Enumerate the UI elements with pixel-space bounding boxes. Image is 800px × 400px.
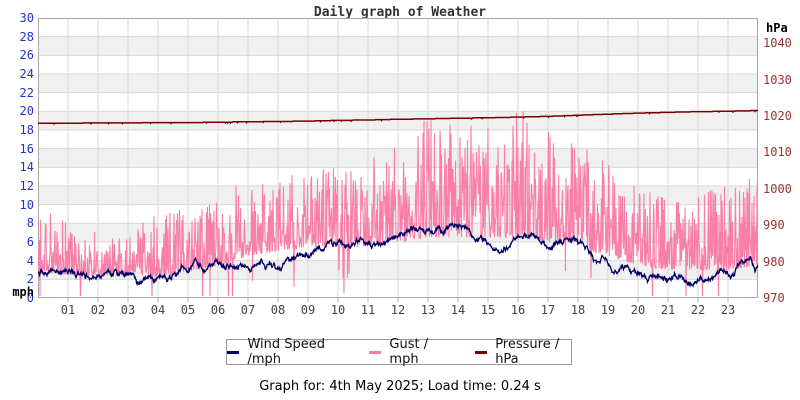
- legend-label-wind: Wind Speed /mph: [247, 337, 325, 367]
- y-left-tick-label: 26: [19, 48, 34, 62]
- x-axis-tick-label: 04: [150, 303, 166, 317]
- x-axis-tick-label: 07: [240, 303, 256, 317]
- y-left-tick-label: 28: [19, 30, 34, 44]
- y-left-tick-label: 6: [26, 235, 34, 249]
- y-left-tick-label: 22: [19, 86, 34, 100]
- y-left-tick-label: 10: [19, 198, 34, 212]
- y-right-tick-label: 1020: [763, 109, 792, 123]
- y-left-tick-label: 30: [19, 11, 34, 25]
- chart-legend: Wind Speed /mph Gust / mph Pressure / hP…: [226, 337, 572, 367]
- x-axis-tick-label: 01: [60, 303, 76, 317]
- y-right-tick-label: 1000: [763, 182, 792, 196]
- y-right-tick-label: 1010: [763, 145, 792, 159]
- y-left-tick-label: 8: [26, 216, 34, 230]
- legend-label-pressure: Pressure / hPa: [495, 337, 560, 367]
- x-axis-tick-label: 21: [660, 303, 676, 317]
- x-axis-tick-label: 06: [210, 303, 226, 317]
- y-left-tick-label: 12: [19, 179, 34, 193]
- x-axis-tick-label: 19: [600, 303, 616, 317]
- y-right-tick-label: 1030: [763, 73, 792, 87]
- y-left-tick-label: 4: [26, 254, 34, 268]
- x-axis-tick-label: 08: [270, 303, 286, 317]
- y-left-tick-label: 2: [26, 272, 34, 286]
- y-left-tick-label: 0: [26, 291, 34, 305]
- x-axis-tick-label: 02: [90, 303, 106, 317]
- x-axis-tick-label: 13: [420, 303, 436, 317]
- y-left-tick-label: 24: [19, 67, 34, 81]
- y-left-tick-label: 18: [19, 123, 34, 137]
- legend-item-wind: Wind Speed /mph: [227, 337, 343, 367]
- x-axis-tick-label: 05: [180, 303, 196, 317]
- y-right-tick-label: 1040: [763, 36, 792, 50]
- y-right-tick-label: 990: [763, 218, 785, 232]
- gust-line-swatch: [369, 350, 382, 354]
- y-right-tick-label: 970: [763, 291, 785, 305]
- chart-title: Daily graph of Weather: [313, 5, 487, 20]
- x-axis-tick-label: 15: [480, 303, 496, 317]
- x-axis-tick-label: 23: [720, 303, 736, 317]
- y-left-tick-label: 14: [19, 160, 34, 174]
- graph-caption: Graph for: 4th May 2025; Load time: 0.24…: [259, 379, 541, 394]
- wind-speed-line-swatch: [227, 350, 240, 354]
- x-axis-tick-label: 20: [630, 303, 646, 317]
- legend-item-pressure: Pressure / hPa: [474, 337, 571, 367]
- legend-item-gust: Gust / mph: [369, 337, 449, 367]
- x-axis-tick-label: 14: [450, 303, 466, 317]
- x-axis-tick-label: 03: [120, 303, 136, 317]
- x-axis-tick-label: 11: [360, 303, 376, 317]
- x-axis-tick-label: 16: [510, 303, 526, 317]
- y-left-tick-label: 16: [19, 142, 34, 156]
- x-axis-tick-label: 10: [330, 303, 346, 317]
- mph-unit-label: mph: [12, 285, 34, 299]
- x-axis-tick-label: 18: [570, 303, 586, 317]
- pressure-line-swatch: [474, 350, 488, 354]
- x-axis-tick-label: 09: [300, 303, 316, 317]
- y-left-tick-label: 20: [19, 104, 34, 118]
- legend-label-gust: Gust / mph: [389, 337, 429, 367]
- x-axis-tick-label: 22: [690, 303, 706, 317]
- plot-area: [38, 18, 758, 302]
- x-axis-tick-label: 17: [540, 303, 556, 317]
- y-right-tick-label: 980: [763, 255, 785, 269]
- x-axis-tick-label: 12: [390, 303, 406, 317]
- hpa-unit-label: hPa: [766, 21, 788, 35]
